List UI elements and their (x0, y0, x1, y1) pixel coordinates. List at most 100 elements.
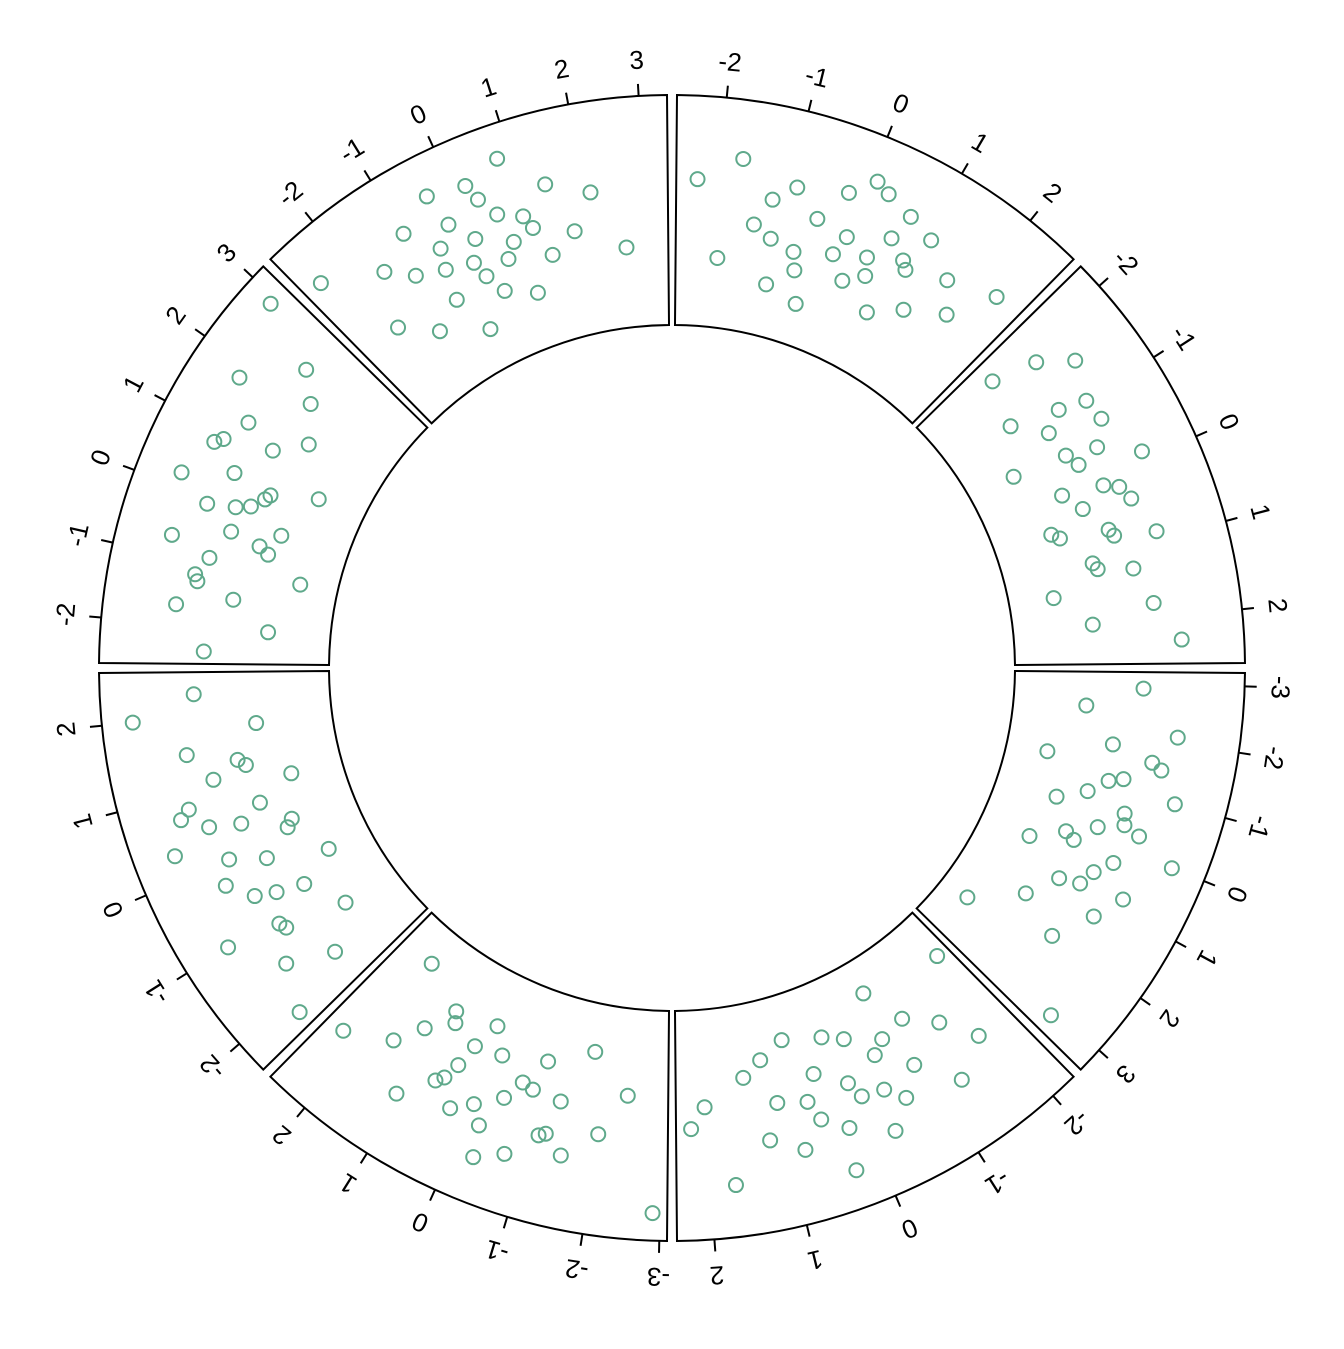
x-tick (1204, 881, 1215, 885)
point (1116, 892, 1130, 906)
point (764, 232, 778, 246)
point (1019, 886, 1033, 900)
point (856, 986, 870, 1000)
point (871, 175, 885, 189)
point (1086, 618, 1100, 632)
point (759, 277, 773, 291)
x-tick-label: 0 (1221, 882, 1254, 907)
point (1052, 871, 1066, 885)
point (1132, 829, 1146, 843)
point (497, 1091, 511, 1105)
x-tick-label: 0 (96, 897, 129, 922)
point (1072, 458, 1086, 472)
point (297, 877, 311, 891)
x-tick-label: 0 (897, 1212, 922, 1245)
point (896, 253, 910, 267)
point (253, 539, 267, 553)
point (877, 1083, 891, 1097)
point (840, 230, 854, 244)
point (234, 817, 248, 831)
sector (917, 266, 1245, 665)
point (224, 525, 238, 539)
point (1090, 440, 1104, 454)
x-tick-label: -1 (138, 975, 176, 1011)
point (253, 796, 267, 810)
x-tick (106, 812, 118, 815)
point (1168, 797, 1182, 811)
point (293, 1005, 307, 1019)
x-tick-label: 1 (477, 71, 500, 104)
x-tick (155, 395, 166, 401)
point (219, 879, 233, 893)
point (169, 597, 183, 611)
x-tick (305, 212, 313, 221)
point (1087, 865, 1101, 879)
point (468, 232, 482, 246)
point (322, 842, 336, 856)
point (299, 363, 313, 377)
point (930, 949, 944, 963)
point (538, 177, 552, 191)
point (972, 1029, 986, 1043)
x-tick (714, 1239, 715, 1251)
point (387, 1033, 401, 1047)
point (1067, 833, 1081, 847)
point (588, 1045, 602, 1059)
x-tick (581, 1234, 583, 1246)
x-tick (1030, 211, 1038, 220)
point (1040, 744, 1054, 758)
point (1045, 929, 1059, 943)
point (180, 748, 194, 762)
point (842, 186, 856, 200)
point (736, 152, 750, 166)
point (418, 1021, 432, 1035)
point (1154, 764, 1168, 778)
point (1055, 489, 1069, 503)
point (425, 957, 439, 971)
point (428, 1073, 442, 1087)
point (490, 1019, 504, 1033)
point (736, 1071, 750, 1085)
point (1047, 591, 1061, 605)
x-tick-label: 1 (966, 126, 994, 159)
x-tick-label: 1 (334, 1167, 362, 1200)
point (591, 1127, 605, 1141)
x-tick-label: -1 (802, 59, 832, 94)
point (775, 1033, 789, 1047)
point (274, 529, 288, 543)
point (1147, 596, 1161, 610)
point (451, 1058, 465, 1072)
x-tick (496, 110, 500, 121)
point (889, 1124, 903, 1138)
point (1165, 861, 1179, 875)
point (249, 716, 263, 730)
point (165, 528, 179, 542)
x-tick-label: -1 (1242, 812, 1277, 842)
point (328, 945, 342, 959)
point (516, 1075, 530, 1089)
point (433, 324, 447, 338)
point (924, 233, 938, 247)
x-tick-label: -2 (1258, 744, 1291, 771)
point (226, 593, 240, 607)
x-tick-label: 0 (405, 98, 431, 131)
point (126, 716, 140, 730)
point (810, 212, 824, 226)
point (232, 371, 246, 385)
point (389, 1087, 403, 1101)
x-tick (1154, 351, 1164, 358)
point (279, 957, 293, 971)
point (1007, 470, 1021, 484)
x-tick-label: 0 (84, 445, 117, 469)
point (516, 209, 530, 223)
x-tick-label: 2 (552, 53, 572, 85)
point (855, 1089, 869, 1103)
point (1102, 774, 1116, 788)
point (472, 1118, 486, 1132)
x-tick-label: -2 (563, 1253, 591, 1286)
x-tick-label: 2 (1262, 597, 1293, 614)
point (1079, 698, 1093, 712)
x-tick-label: 0 (407, 1206, 433, 1239)
x-tick (887, 126, 892, 137)
x-tick (364, 170, 370, 180)
